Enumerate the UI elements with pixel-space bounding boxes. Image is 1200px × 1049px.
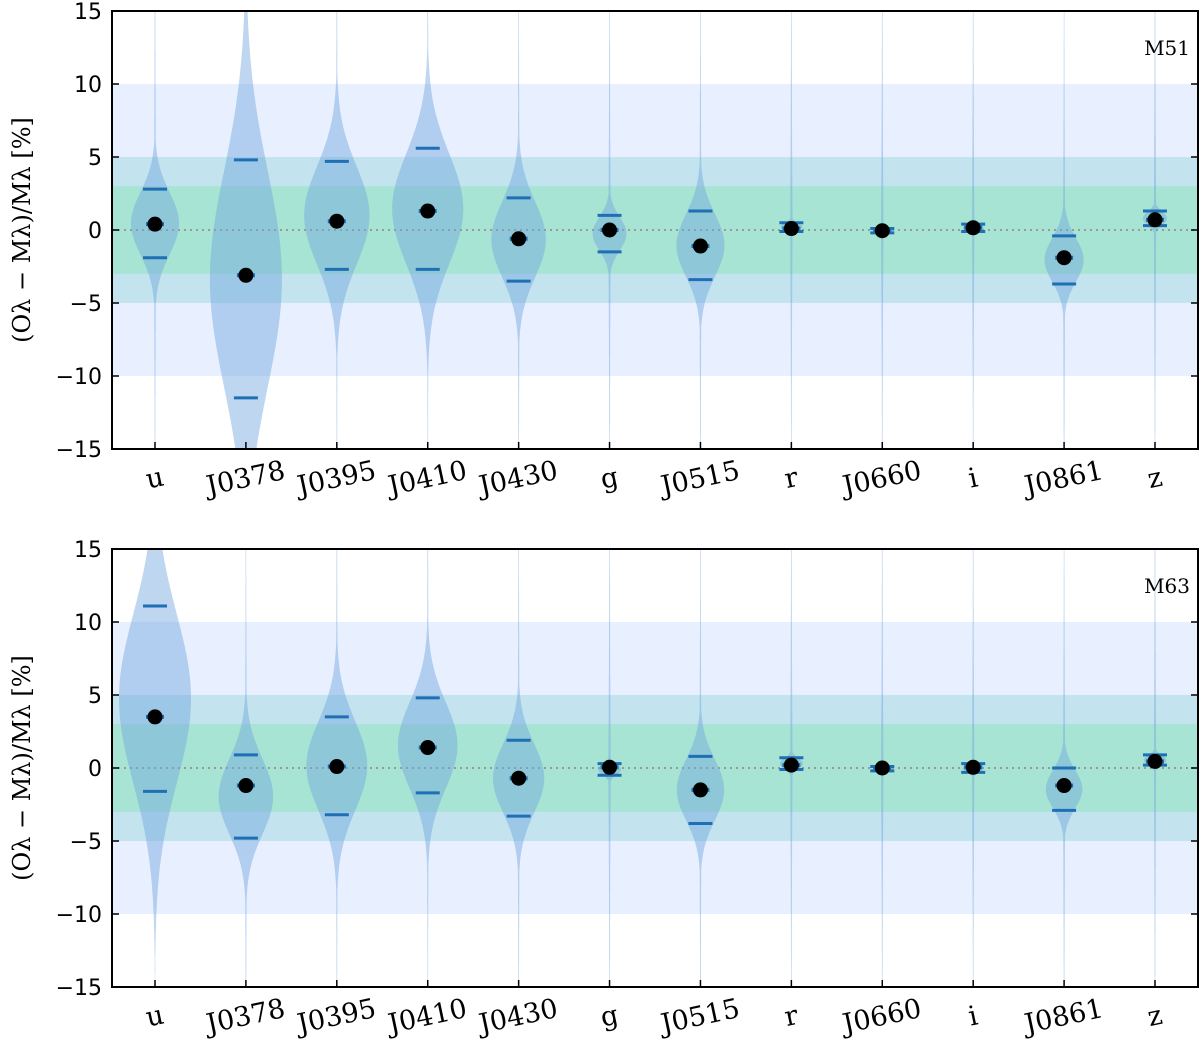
violins (119, 549, 1167, 987)
median-point-J0515 (692, 782, 708, 798)
violin-J0410 (392, 11, 464, 449)
axes-frame (111, 548, 1199, 988)
y-tick-label-15: 15 (74, 538, 102, 563)
violin-z (1142, 11, 1168, 449)
median-point-J0861 (1056, 778, 1072, 794)
y-tick-label-10: 10 (74, 73, 102, 98)
x-tick-label-J0430: J0430 (473, 993, 560, 1040)
y-tick-label-5: 5 (88, 146, 102, 171)
median-point-J0861 (1056, 250, 1072, 266)
median-point-J0395 (329, 213, 345, 229)
median-point-J0430 (511, 770, 527, 786)
violin-J0515 (676, 549, 725, 987)
y-tick-label--5: −5 (70, 830, 102, 855)
median-point-r (783, 757, 799, 773)
y-tick-label--15: −15 (56, 976, 102, 1001)
x-tick-label-J0861: J0861 (1019, 455, 1106, 502)
median-point-z (1147, 212, 1163, 228)
y-tick-label--15: −15 (56, 438, 102, 463)
x-tick-label-J0378: J0378 (201, 993, 288, 1040)
y-tick-label--10: −10 (56, 903, 102, 928)
violin-J0515 (676, 11, 725, 449)
y-axis-label: (Oλ − Mλ)/Mλ [%] (8, 117, 36, 343)
panel-M51: u J0378 J0395 J0410 J0430 g J0515 r J0660 i J0861 z… (8, 0, 1199, 503)
x-tick-label-J0395: J0395 (292, 993, 379, 1040)
panel-annotation: M51 (1144, 36, 1190, 60)
x-tick-label-z: z (1145, 462, 1165, 495)
x-tick-label-r: r (782, 1000, 801, 1033)
x-tick-label-z: z (1145, 1000, 1165, 1033)
median-point-i (965, 220, 981, 236)
x-tick-label-J0861: J0861 (1019, 993, 1106, 1040)
median-point-r (783, 221, 799, 237)
median-point-g (602, 222, 618, 238)
y-tick-label--5: −5 (70, 292, 102, 317)
panel-annotation: M63 (1144, 574, 1190, 598)
median-point-i (965, 759, 981, 775)
y-axis-label: (Oλ − Mλ)/Mλ [%] (8, 655, 36, 881)
median-point-J0660 (874, 760, 890, 776)
y-tick-label-0: 0 (88, 757, 102, 782)
x-tick-label-J0395: J0395 (292, 455, 379, 502)
median-point-J0430 (511, 231, 527, 247)
x-tick-label-J0515: J0515 (655, 455, 742, 502)
x-tick-label-J0410: J0410 (383, 455, 470, 502)
violin-u (119, 549, 191, 987)
violin-J0395 (304, 11, 370, 449)
median-point-g (602, 759, 618, 775)
y-tick-label-5: 5 (88, 684, 102, 709)
panel-M63: u J0378 J0395 J0410 J0430 g J0515 r J0660 i J0861 z… (8, 538, 1199, 1041)
violin-J0430 (491, 11, 546, 449)
x-tick-label-u: u (143, 1000, 166, 1034)
x-tick-label-u: u (143, 462, 166, 496)
median-point-J0378 (238, 267, 254, 283)
y-tick-label-10: 10 (74, 611, 102, 636)
median-point-u (147, 216, 163, 232)
x-tick-label-i: i (966, 1000, 981, 1032)
x-tick-label-i: i (966, 462, 981, 494)
y-tick-label-15: 15 (74, 0, 102, 25)
median-point-J0410 (420, 203, 436, 219)
median-point-u (147, 709, 163, 725)
x-tick-label-r: r (782, 462, 801, 495)
violins (131, 11, 1168, 449)
violin-J0378 (209, 11, 282, 449)
median-point-J0515 (692, 238, 708, 254)
x-tick-label-J0660: J0660 (837, 993, 924, 1040)
x-tick-label-g: g (598, 1000, 621, 1034)
x-tick-label-J0660: J0660 (837, 455, 924, 502)
median-point-J0660 (874, 223, 890, 239)
x-tick-label-J0378: J0378 (201, 455, 288, 502)
x-tick-label-g: g (598, 462, 621, 496)
violin-J0861 (1044, 11, 1084, 449)
median-point-J0378 (238, 778, 254, 794)
x-tick-label-J0515: J0515 (655, 993, 742, 1040)
axes-frame (111, 10, 1199, 450)
y-tick-label-0: 0 (88, 219, 102, 244)
median-point-J0410 (420, 740, 436, 756)
x-tick-label-J0430: J0430 (473, 455, 560, 502)
y-tick-label--10: −10 (56, 365, 102, 390)
violin-J0410 (397, 549, 458, 987)
violin-J0430 (493, 549, 545, 987)
median-point-J0395 (329, 759, 345, 775)
violin-u (131, 11, 179, 449)
violin-J0378 (218, 549, 274, 987)
median-point-z (1147, 753, 1163, 769)
x-tick-label-J0410: J0410 (383, 993, 470, 1040)
